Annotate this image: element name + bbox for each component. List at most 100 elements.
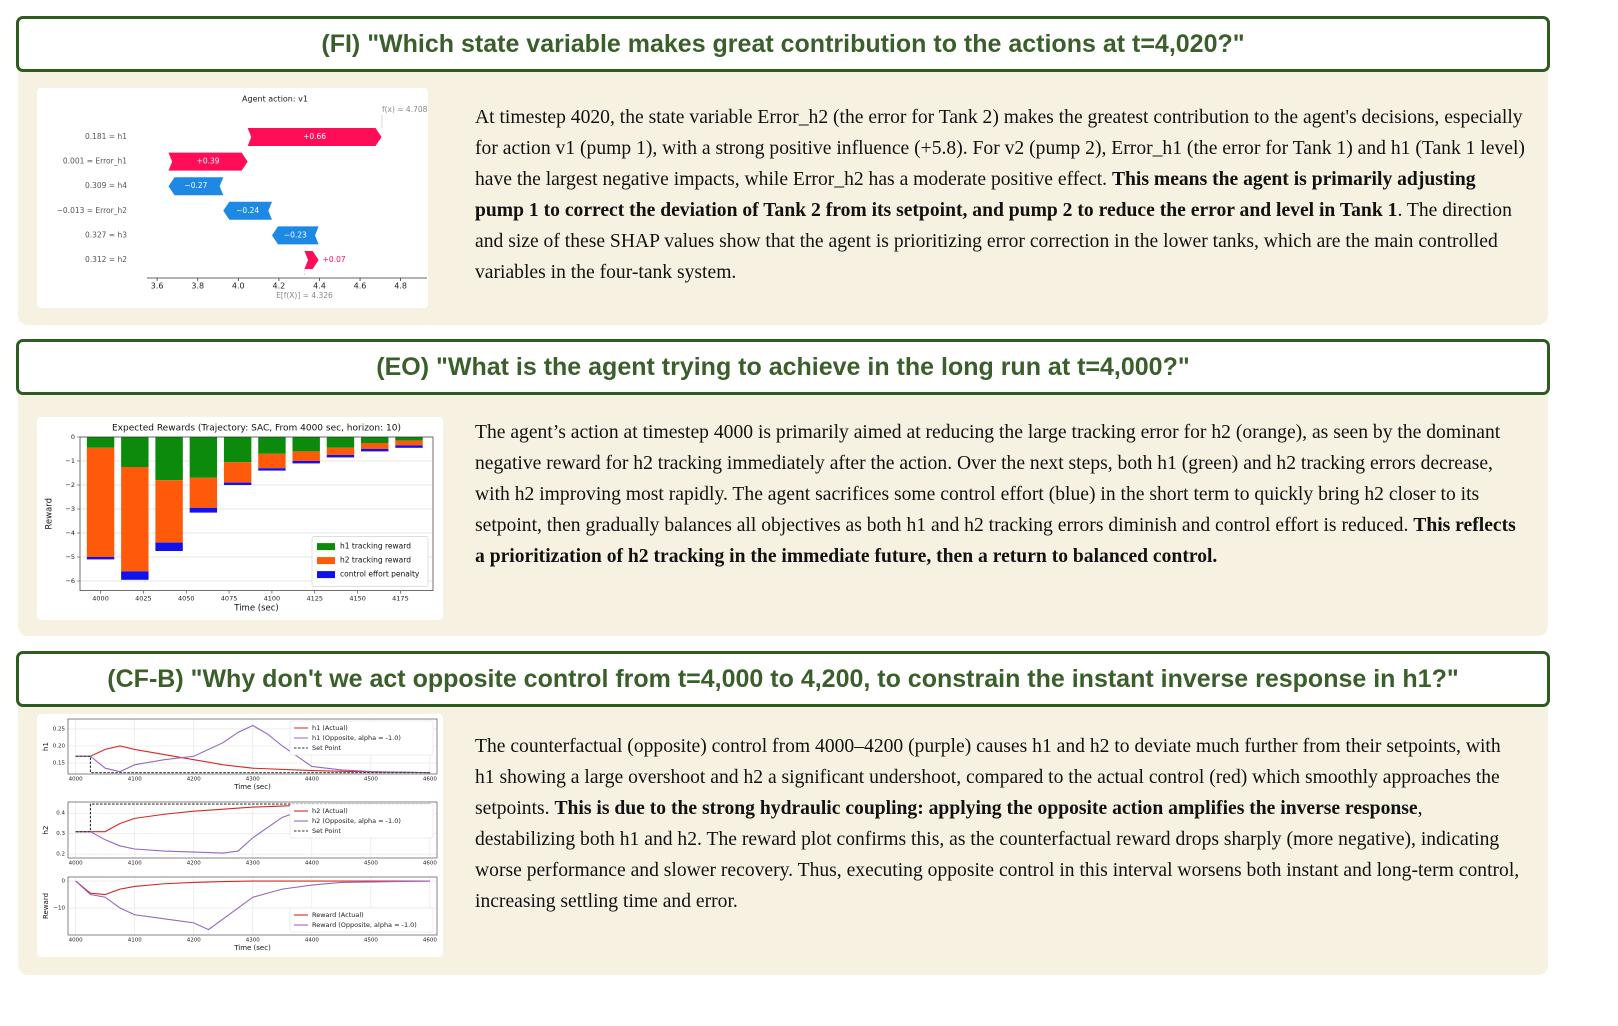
legend-label: Set Point bbox=[312, 827, 341, 835]
y-tick-label: −6 bbox=[65, 577, 75, 585]
x-tick-label: 4400 bbox=[305, 938, 319, 944]
bar-segment bbox=[189, 507, 218, 513]
panel-title: (EO) "What is the agent trying to achiev… bbox=[16, 339, 1550, 395]
bar-segment bbox=[155, 480, 183, 543]
legend-label: Reward (Actual) bbox=[312, 911, 364, 919]
bar-segment bbox=[155, 542, 183, 551]
chart-title: Expected Rewards (Trajectory: SAC, From … bbox=[112, 424, 401, 434]
bar-segment bbox=[121, 571, 149, 580]
y-tick-label: −4 bbox=[65, 529, 75, 537]
x-tick-label: 4100 bbox=[128, 861, 142, 867]
legend-box bbox=[289, 907, 434, 933]
base-label: E[f(X)] = 4.326 bbox=[276, 291, 333, 300]
fx-label: f(x) = 4.708 bbox=[382, 105, 428, 114]
x-tick-label: 4500 bbox=[364, 938, 378, 944]
bar-segment bbox=[258, 468, 286, 471]
shap-bar bbox=[271, 226, 319, 245]
x-tick-label: 4100 bbox=[128, 938, 142, 944]
bar-segment bbox=[395, 440, 423, 446]
bar-segment bbox=[258, 437, 286, 454]
x-tick-label: 4200 bbox=[187, 938, 201, 944]
legend-label: h2 tracking reward bbox=[340, 556, 411, 565]
bold-text: This means the agent is primarily adjust… bbox=[475, 169, 1476, 221]
x-tick-label: 4100 bbox=[128, 777, 142, 783]
shap-waterfall: Agent action: v1 3.6 3.8 4.0 4.2 4.4 4.6 4.8 +0.… bbox=[37, 88, 428, 308]
x-tick-label: 4300 bbox=[246, 938, 260, 944]
x-tick-label: 4600 bbox=[423, 938, 437, 944]
legend-swatch bbox=[317, 543, 335, 551]
legend-label: h1 (Opposite, alpha = -1.0) bbox=[312, 734, 401, 742]
bar-segment bbox=[326, 447, 355, 455]
x-tick-label: 4.2 bbox=[273, 282, 286, 291]
plot-frame bbox=[79, 436, 434, 591]
x-tick-label: 4200 bbox=[187, 861, 201, 867]
feature-label: 0.327 = h3 bbox=[85, 230, 127, 239]
y-axis-label: Reward bbox=[45, 498, 55, 530]
bar-segment bbox=[361, 443, 389, 449]
x-tick-label: 4100 bbox=[264, 595, 281, 603]
bar-segment bbox=[86, 437, 115, 448]
bar-segment bbox=[86, 447, 115, 557]
value-label: −0.27 bbox=[184, 181, 207, 190]
bar-segment bbox=[361, 449, 389, 452]
bar-segment bbox=[86, 557, 115, 560]
value-label: −0.24 bbox=[236, 206, 259, 215]
bar-segment bbox=[189, 437, 218, 478]
legend-box bbox=[289, 720, 434, 756]
explanation: The agent’s action at timestep 4000 is p… bbox=[475, 417, 1525, 572]
bar-segment bbox=[223, 482, 252, 485]
plot-frame bbox=[67, 718, 438, 775]
bar-segment bbox=[292, 437, 320, 452]
bold-text: This is due to the strong hydraulic coup… bbox=[554, 798, 1418, 819]
x-tick-label: 4050 bbox=[178, 595, 195, 603]
shap-bar bbox=[304, 251, 319, 269]
y-tick-label: −3 bbox=[65, 505, 75, 513]
x-tick-label: 4500 bbox=[364, 777, 378, 783]
x-tick-label: 4600 bbox=[423, 777, 437, 783]
value-label: −0.23 bbox=[284, 230, 307, 239]
bar-segment bbox=[155, 437, 183, 481]
y-tick-label: 0 bbox=[62, 879, 66, 885]
panel-title: (CF-B) "Why don't we act opposite contro… bbox=[16, 651, 1550, 707]
y-tick-label: −5 bbox=[65, 553, 75, 561]
x-tick-label: 4300 bbox=[246, 777, 260, 783]
bar-segment bbox=[121, 437, 149, 467]
x-tick-label: 4025 bbox=[135, 595, 152, 603]
x-tick-label: 4.0 bbox=[232, 282, 245, 291]
x-tick-label: 3.8 bbox=[191, 282, 204, 291]
bar-segment bbox=[395, 437, 423, 441]
x-axis-label: Time (sec) bbox=[233, 944, 271, 952]
value-label: +0.07 bbox=[323, 255, 346, 264]
explanation: At timestep 4020, the state variable Err… bbox=[475, 102, 1525, 288]
text: The counterfactual (opposite) control fr… bbox=[475, 736, 1501, 819]
line bbox=[75, 880, 430, 931]
legend-label: h1 tracking reward bbox=[340, 542, 411, 551]
x-tick-label: 4075 bbox=[221, 595, 238, 603]
shap-bar bbox=[168, 152, 248, 171]
y-tick-label: 0.3 bbox=[56, 831, 65, 837]
text: . The direction and size of these SHAP v… bbox=[475, 200, 1512, 283]
bar-segment bbox=[292, 451, 320, 461]
y-tick-label: 0.25 bbox=[53, 726, 66, 732]
y-axis-label: Reward bbox=[42, 893, 50, 919]
line bbox=[75, 755, 430, 774]
x-axis-label: Time (sec) bbox=[233, 783, 271, 791]
x-tick-label: 4000 bbox=[92, 595, 109, 603]
legend-label: control effort penalty bbox=[340, 570, 420, 579]
bar-segment bbox=[326, 455, 355, 458]
y-tick-label: −2 bbox=[65, 481, 75, 489]
shap-bar bbox=[247, 128, 382, 146]
feature-label: 0.312 = h2 bbox=[85, 255, 127, 264]
panel-title: (FI) "Which state variable makes great c… bbox=[16, 16, 1550, 72]
legend-label: Reward (Opposite, alpha = -1.0) bbox=[312, 921, 417, 929]
chart-title: Agent action: v1 bbox=[242, 95, 308, 104]
shap-bar bbox=[223, 201, 272, 220]
line bbox=[75, 724, 430, 774]
text: At timestep 4020, the state variable Err… bbox=[475, 107, 1525, 190]
plot-frame bbox=[67, 876, 438, 936]
x-tick-label: 4175 bbox=[392, 595, 409, 603]
x-tick-label: 4600 bbox=[423, 861, 437, 867]
bar-segment bbox=[361, 437, 389, 443]
